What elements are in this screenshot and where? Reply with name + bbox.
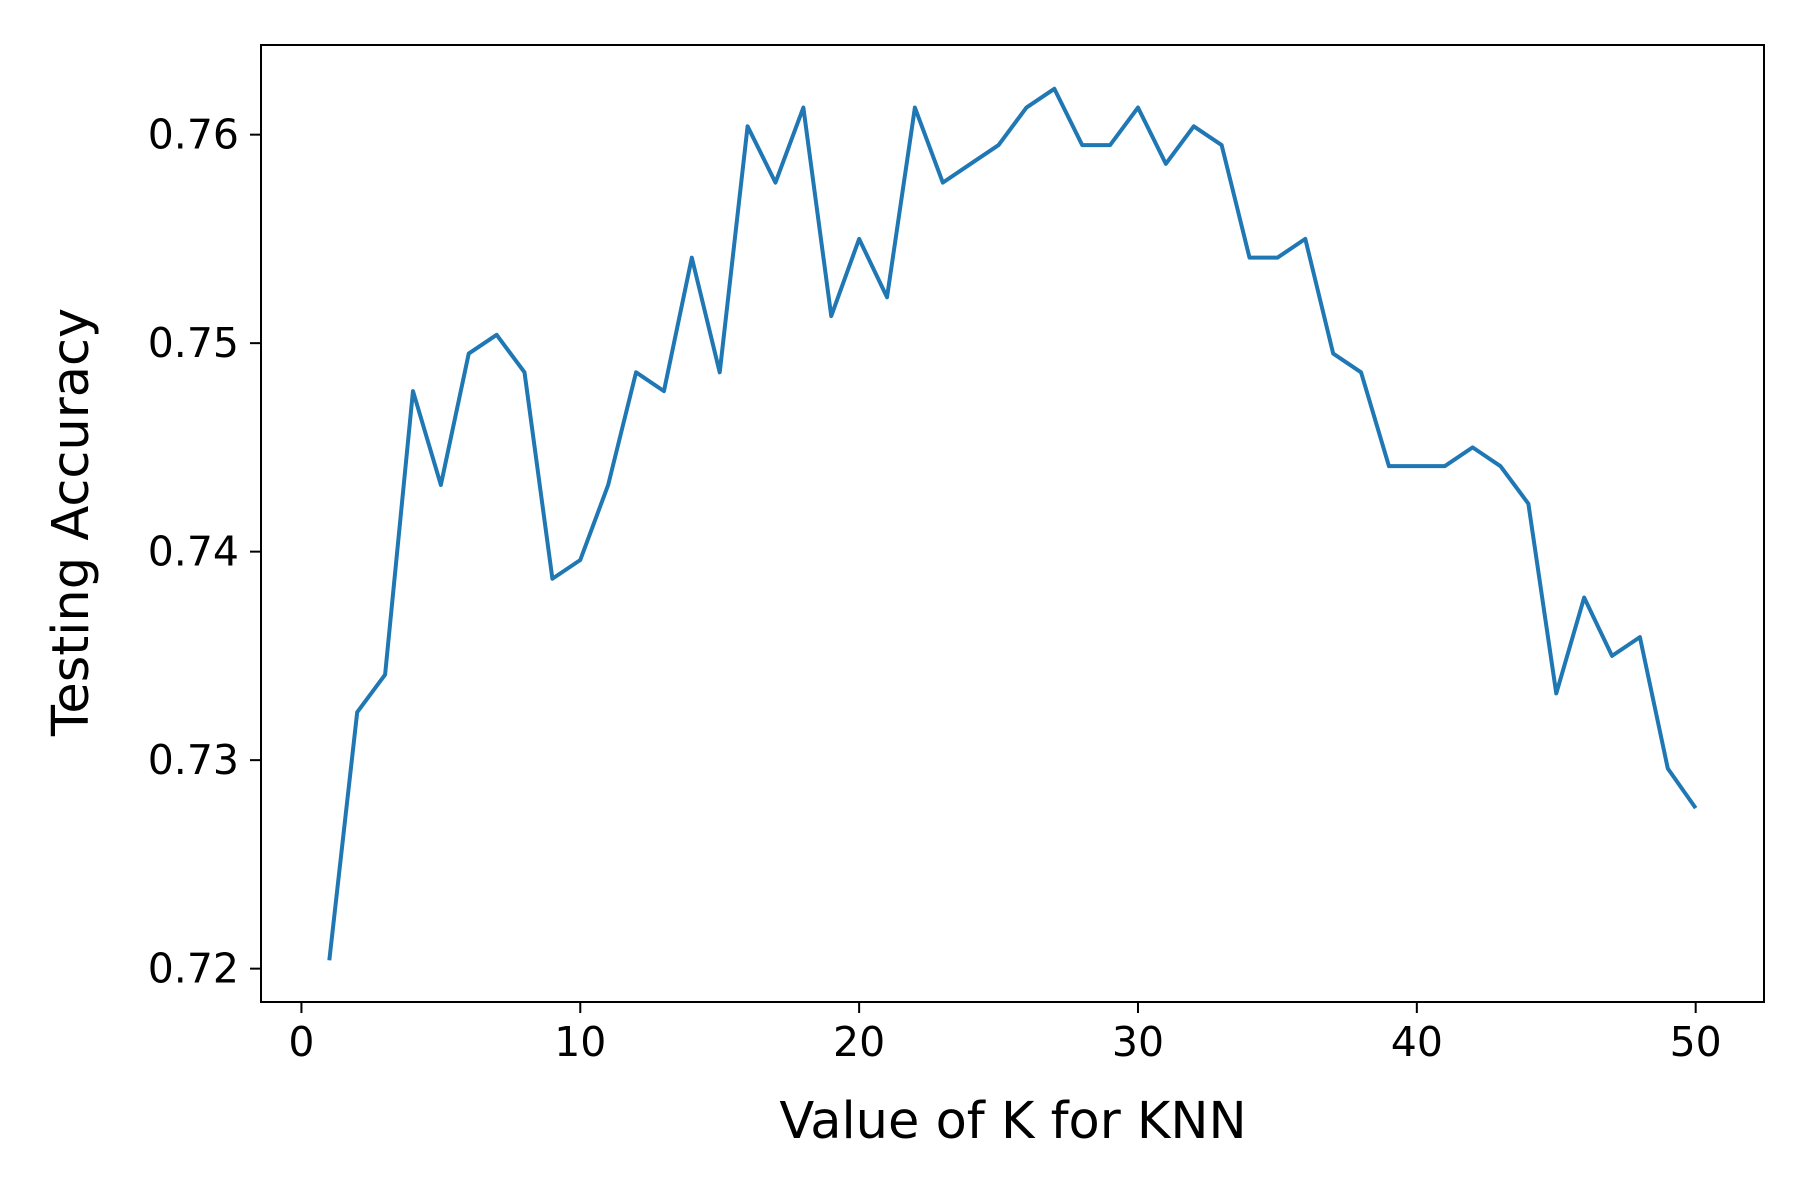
y-tick-label: 0.72 [148, 945, 239, 993]
plot-area [260, 44, 1765, 1003]
x-tick-label: 10 [554, 1018, 606, 1066]
x-axis: 0 10 20 30 40 50 [288, 1002, 1722, 1066]
x-axis-label: Value of K for KNN [779, 1092, 1246, 1151]
x-tick-label: 20 [833, 1018, 885, 1066]
y-tick-label: 0.73 [148, 736, 239, 784]
y-tick-label: 0.75 [148, 319, 239, 367]
y-tick-label: 0.76 [148, 111, 239, 159]
x-tick-label: 40 [1391, 1018, 1443, 1066]
x-tick-label: 50 [1670, 1018, 1722, 1066]
y-axis-label: Testing Accuracy [42, 308, 101, 737]
x-tick-label: 30 [1112, 1018, 1164, 1066]
x-tick-label: 0 [288, 1018, 314, 1066]
y-tick-label: 0.74 [148, 528, 239, 576]
plot-frame [260, 44, 1765, 1003]
series-line-0 [327, 86, 1698, 961]
y-axis: 0.72 0.73 0.74 0.75 0.76 [148, 111, 261, 993]
